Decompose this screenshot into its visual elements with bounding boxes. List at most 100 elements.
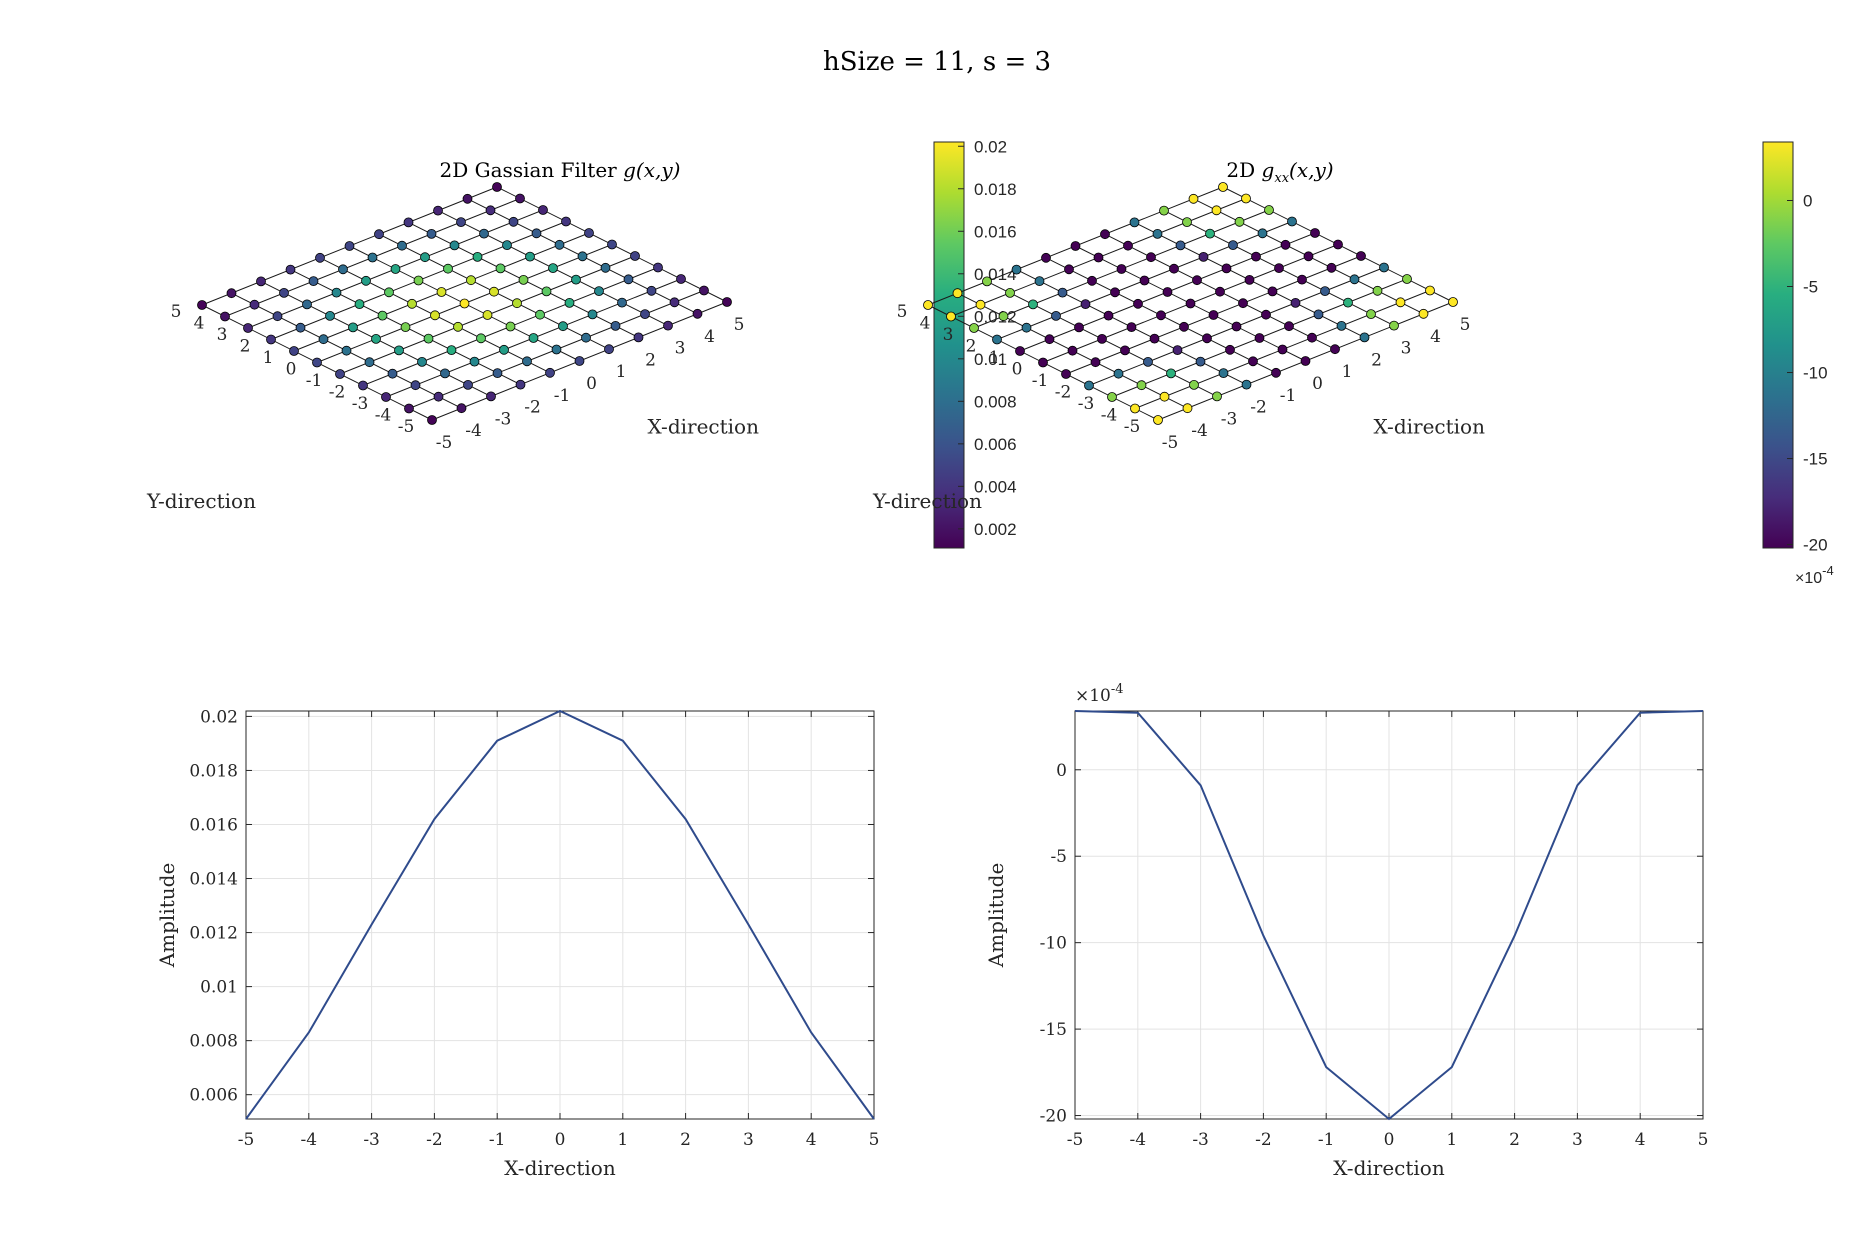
data-point [1234, 216, 1245, 227]
colorbar [933, 141, 965, 549]
data-point [1133, 298, 1143, 309]
data-point [1021, 322, 1032, 333]
y-tick-label: 5 [897, 302, 908, 322]
data-point [1241, 379, 1252, 390]
chart-title-math: g [1262, 158, 1275, 182]
data-point [397, 240, 407, 251]
data-point [1149, 333, 1160, 344]
data-point [335, 369, 345, 379]
data-point [1152, 228, 1163, 239]
colorbar-exponent-value: -4 [1822, 563, 1834, 578]
data-point [1120, 345, 1130, 356]
colorbar [1762, 141, 1794, 549]
data-point [446, 345, 457, 356]
data-point [413, 275, 424, 286]
data-point [404, 403, 414, 414]
data-point [946, 311, 956, 322]
data-point [587, 309, 598, 320]
colorbar-tick-label: 0 [1803, 191, 1812, 210]
y-tick-label: 0 [286, 360, 297, 380]
data-point [338, 264, 348, 275]
data-point [469, 356, 480, 367]
data-point [1090, 357, 1101, 368]
y-tick-label: 2 [966, 337, 977, 357]
x-tick-label: -5 [1162, 433, 1179, 453]
data-point [561, 216, 571, 227]
data-point [541, 286, 552, 297]
data-point [1212, 391, 1222, 402]
x-tick-label: -4 [1130, 1130, 1147, 1150]
data-point [492, 182, 502, 192]
colorbar-tick-label: 0.012 [974, 307, 1017, 326]
x-tick-label: 1 [616, 362, 627, 382]
data-point [374, 229, 384, 240]
data-point [456, 403, 467, 414]
figure-title: hSize = 11, s = 3 [823, 47, 1051, 77]
data-point [1110, 287, 1120, 298]
data-point [403, 217, 414, 228]
data-point [1087, 275, 1097, 286]
data-point [1153, 415, 1163, 425]
data-point [594, 286, 604, 297]
colorbar-exponent: ×10-4 [1795, 563, 1834, 587]
data-point [256, 276, 266, 287]
data-point [272, 311, 283, 322]
data-point [440, 368, 450, 379]
x-tick-label: -4 [301, 1130, 318, 1150]
data-point [525, 251, 535, 262]
data-point [1261, 309, 1271, 320]
y-axis-label: Amplitude [984, 863, 1008, 969]
y-tick-label: -5 [1124, 417, 1141, 437]
y-tick-label: 3 [217, 325, 228, 345]
data-point [992, 334, 1002, 345]
x-tick-label: -1 [489, 1130, 506, 1150]
y-tick-label: -2 [329, 383, 346, 403]
x-tick-label: 5 [1698, 1130, 1709, 1150]
line-plot-gaussian: -5 -4 -3 -2 -1 0 1 2 3 4 5 0.006 0.008 0.01 0.012 0.014… [155, 707, 879, 1180]
data-point [975, 299, 986, 310]
data-point [623, 274, 634, 285]
colorbar-tick-label: 0.014 [974, 265, 1017, 284]
chart-title-text: 2D Gassian Filter [440, 158, 624, 182]
data-point [554, 239, 565, 250]
data-point [1067, 345, 1078, 356]
data-point [384, 287, 394, 298]
data-point [394, 345, 404, 356]
data-point [371, 333, 381, 344]
x-tick-label: 0 [586, 374, 597, 394]
data-point [969, 323, 979, 333]
data-point [581, 332, 591, 343]
data-point [1182, 217, 1192, 228]
y-tick-label: 5 [171, 302, 182, 322]
y-tick-label: -1 [306, 371, 323, 391]
data-point [1372, 285, 1383, 296]
y-tick-label: 0.016 [189, 815, 238, 835]
y-tick-label: -20 [1040, 1107, 1067, 1127]
colorbar-tick-label: 0.002 [974, 520, 1017, 539]
data-point [535, 309, 545, 320]
data-point [1100, 229, 1110, 240]
x-tick-label: -1 [1318, 1130, 1335, 1150]
data-point [528, 333, 539, 343]
y-tick-label: -3 [1078, 394, 1095, 414]
data-point [633, 332, 644, 343]
colorbar-tick-label: 0.02 [974, 137, 1007, 156]
data-point [1356, 251, 1366, 261]
data-point [1297, 274, 1307, 285]
data-point [574, 356, 585, 366]
data-point [998, 311, 1009, 322]
data-point [1379, 262, 1389, 273]
data-point [1074, 322, 1084, 333]
data-point [482, 310, 493, 320]
data-point [486, 391, 496, 402]
data-point [361, 275, 371, 286]
data-point [302, 299, 312, 310]
data-point [1005, 287, 1015, 298]
y-tick-label: 0.02 [200, 707, 238, 727]
data-point [584, 228, 594, 238]
y-axis-label: Y-direction [146, 489, 256, 513]
data-point [515, 379, 526, 390]
data-point [423, 333, 434, 344]
x-tick-label: -3 [363, 1130, 380, 1150]
data-point [617, 297, 627, 308]
